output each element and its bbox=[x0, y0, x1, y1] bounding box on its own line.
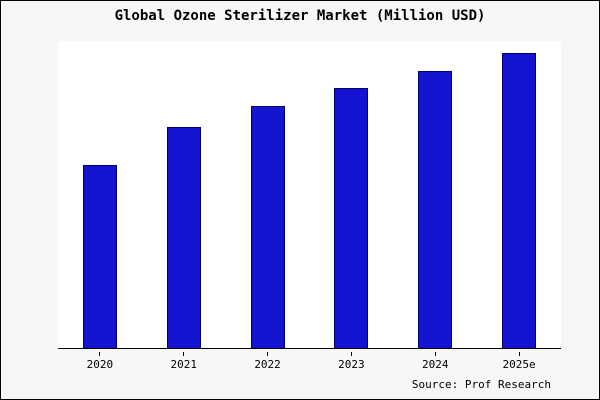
x-tick-label: 2022 bbox=[254, 358, 281, 371]
x-tick-mark bbox=[350, 352, 352, 356]
x-tick-label: 2021 bbox=[170, 358, 197, 371]
x-tick-label: 2020 bbox=[86, 358, 114, 371]
chart-title: Global Ozone Sterilizer Market (Million … bbox=[114, 8, 486, 24]
x-tick-mark bbox=[267, 352, 269, 356]
x-tick-cell: 2024 bbox=[413, 352, 457, 374]
x-tick-label: 2024 bbox=[421, 358, 449, 371]
bars-container bbox=[58, 41, 561, 348]
bar-2022 bbox=[250, 105, 285, 348]
x-tick-mark bbox=[99, 352, 101, 356]
x-tick-mark bbox=[434, 352, 436, 356]
plot-area bbox=[58, 41, 561, 349]
x-tick-label: 2025e bbox=[502, 358, 536, 371]
x-tick-cell: 2022 bbox=[246, 352, 290, 374]
x-tick-cell: 2025e bbox=[497, 352, 541, 374]
x-tick-cell: 2020 bbox=[78, 352, 122, 374]
bar-2021 bbox=[166, 126, 201, 348]
bar-2025e bbox=[502, 52, 537, 348]
x-tick-mark bbox=[518, 352, 520, 356]
x-tick-cell: 2021 bbox=[162, 352, 206, 374]
source-note: Source: Prof Research bbox=[411, 378, 551, 391]
bar-2024 bbox=[418, 70, 453, 348]
bar-2020 bbox=[82, 164, 117, 348]
x-tick-mark bbox=[183, 352, 185, 356]
bar-2023 bbox=[334, 88, 369, 348]
x-tick-cell: 2023 bbox=[329, 352, 373, 374]
x-tick-label: 2023 bbox=[338, 358, 365, 371]
x-axis-labels: 2020 2021 2022 2023 2024 2025e bbox=[58, 352, 561, 374]
